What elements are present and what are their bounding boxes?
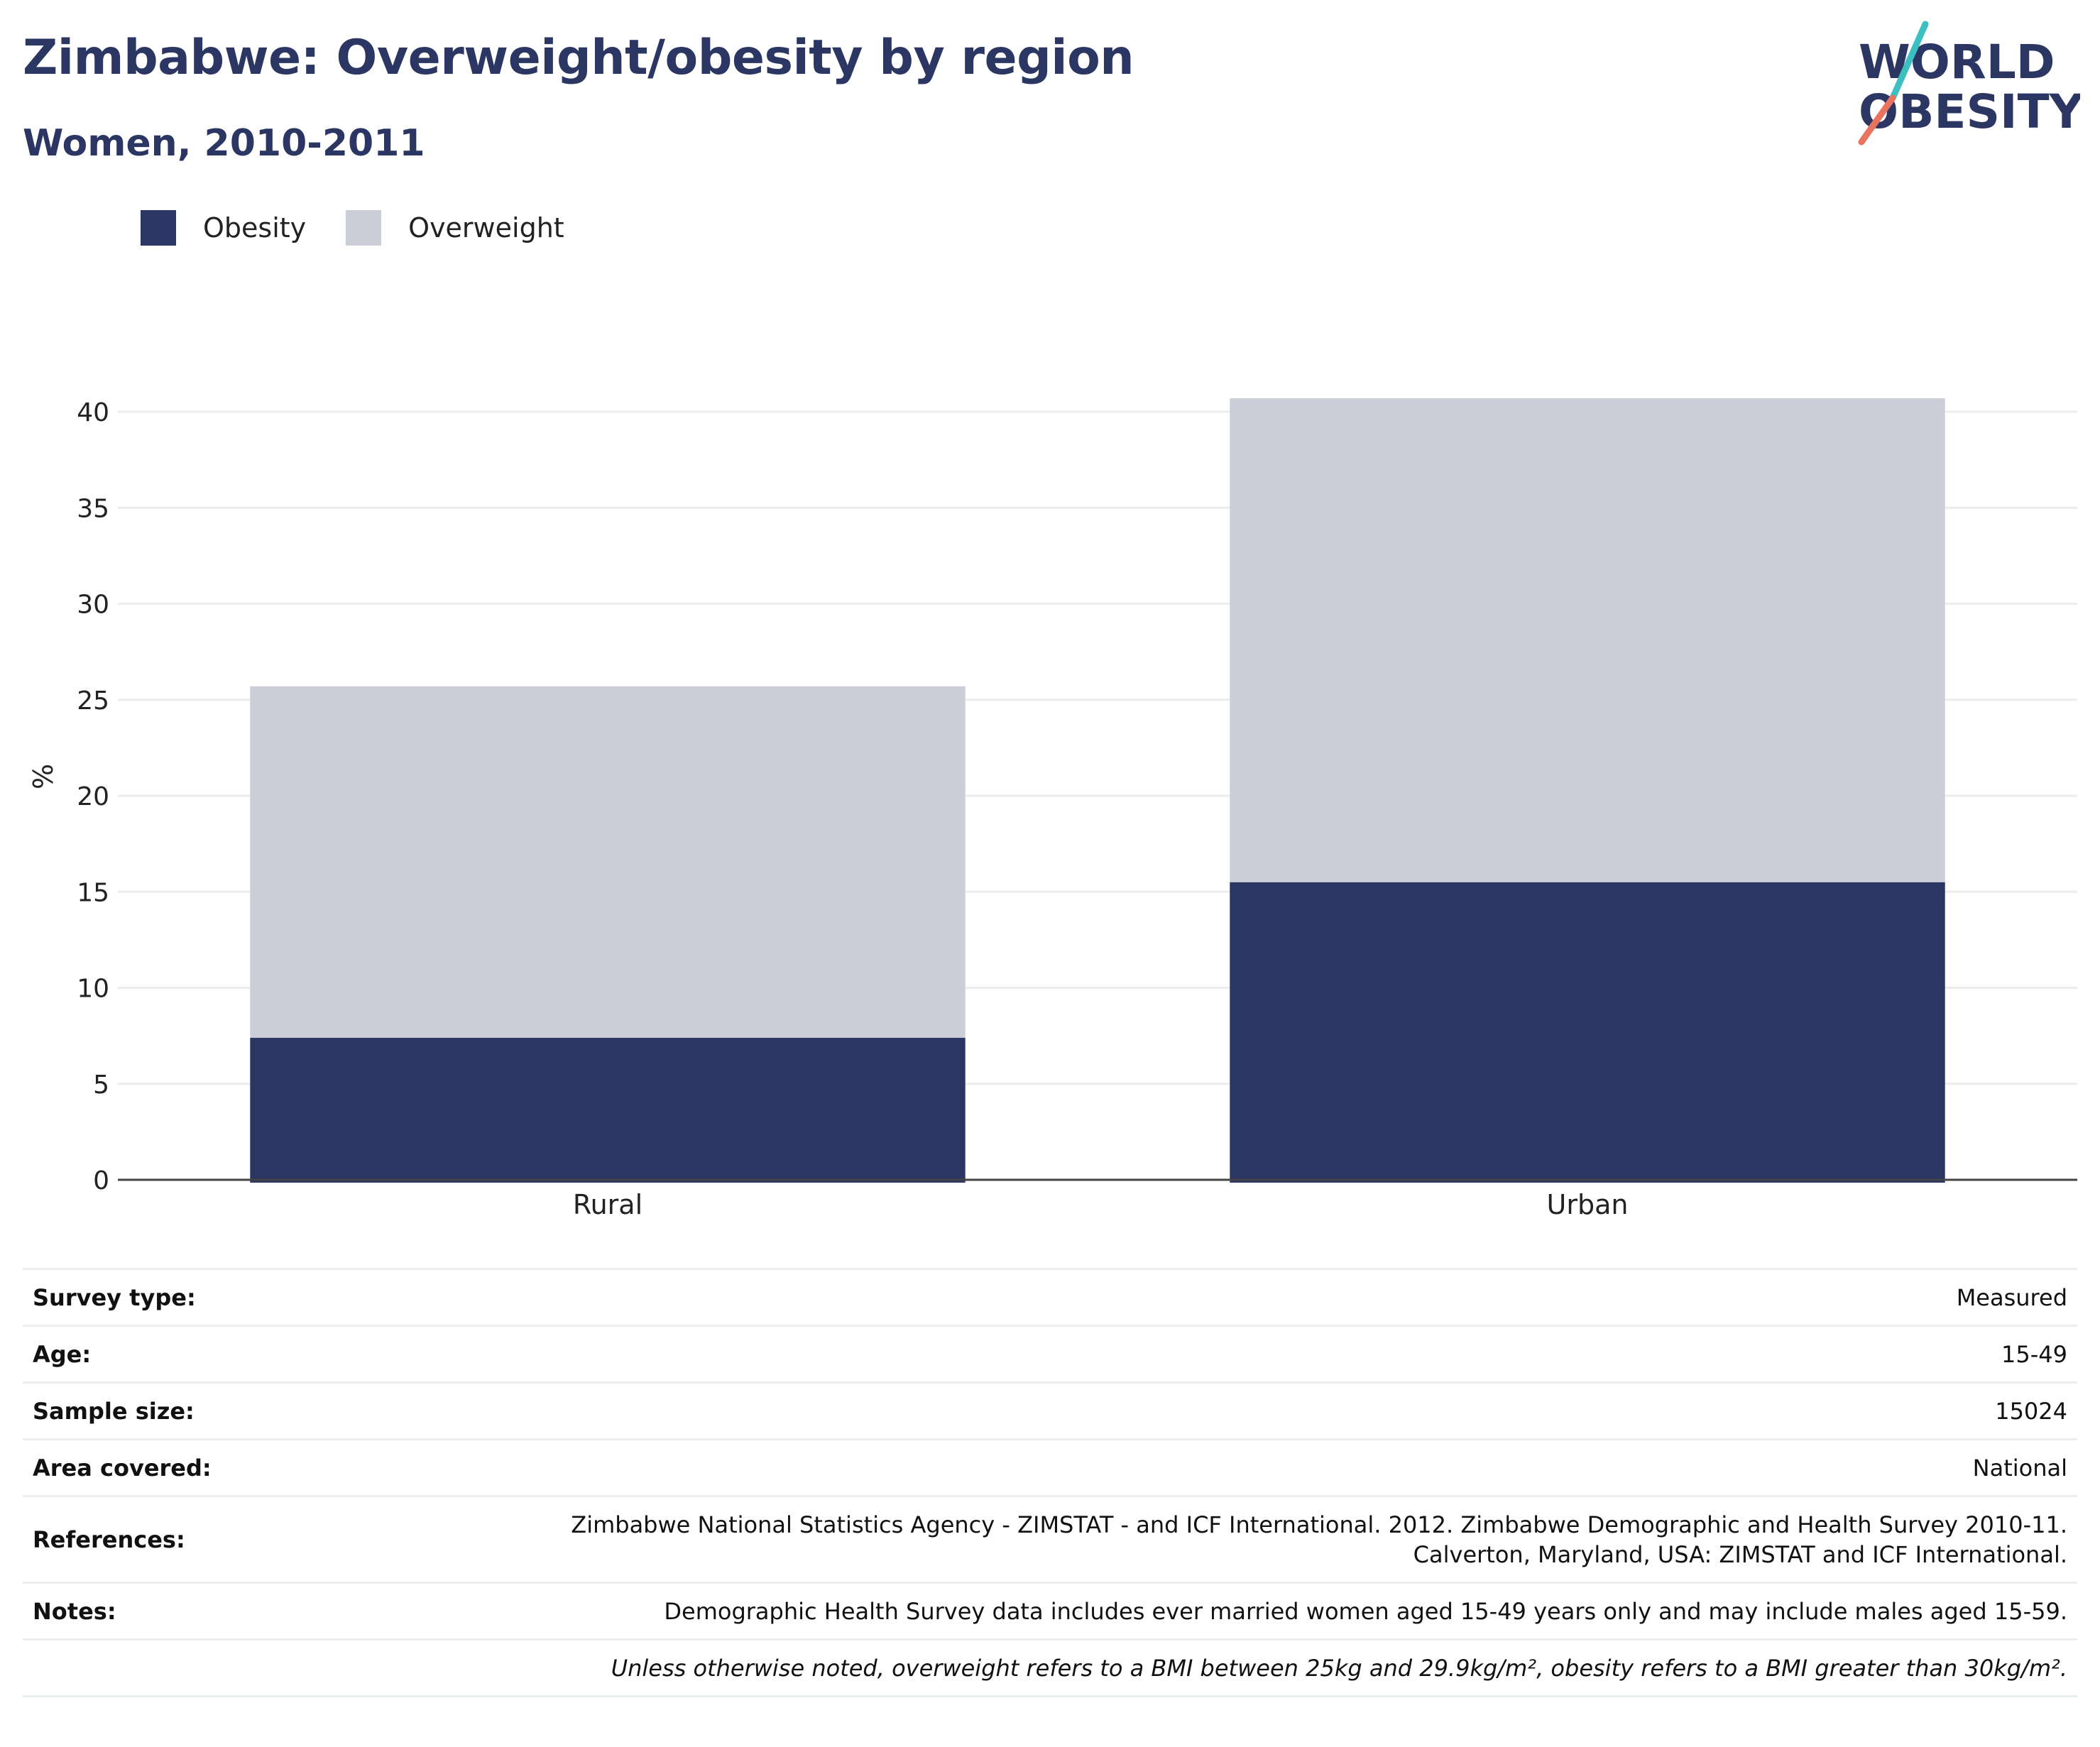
legend-item-overweight[interactable]: Overweight: [346, 210, 564, 246]
info-row-references: References: Zimbabwe National Statistics…: [23, 1496, 2077, 1583]
y-axis-label: %: [28, 764, 59, 789]
chart-title: Zimbabwe: Overweight/obesity by region: [23, 30, 1134, 86]
legend-swatch-obesity: [141, 210, 176, 246]
logo-line1: WORLD: [1859, 35, 2055, 89]
y-tick-label-25: 25: [77, 686, 109, 716]
logo-slash-bottom: [1858, 94, 1896, 146]
bar-urban-overweight: [1230, 398, 1945, 882]
chart-subtitle: Women, 2010-2011: [23, 122, 425, 165]
bar-urban-obesity: [1230, 882, 1945, 1183]
x-tick-label-rural: Rural: [573, 1189, 642, 1220]
info-row-age: Age: 15-49: [23, 1325, 2077, 1383]
logo-slash-top: [1889, 21, 1929, 102]
legend-swatch-overweight: [346, 210, 382, 246]
notes-value: Demographic Health Survey data includes …: [664, 1597, 2067, 1625]
legend-label-overweight: Overweight: [408, 212, 564, 243]
stacked-bar-chart: 0 5 10 15 20 25 30 35 40% Rural Urban: [28, 398, 2077, 1220]
y-tick-label-10: 10: [77, 975, 109, 1004]
disclaimer-spacer: [23, 1640, 341, 1697]
area-covered-value: National: [1972, 1454, 2067, 1482]
area-covered-label: Area covered:: [33, 1454, 212, 1482]
legend-label-obesity: Obesity: [203, 212, 307, 243]
world-obesity-logo: WORLD OBESITY: [1858, 21, 2080, 146]
bmi-disclaimer: Unless otherwise noted, overweight refer…: [611, 1654, 2067, 1682]
info-row-notes: Notes: Demographic Health Survey data in…: [23, 1582, 2077, 1640]
y-tick-label-15: 15: [77, 878, 109, 907]
bar-rural-obesity: [250, 1037, 966, 1183]
references-label: References:: [33, 1526, 185, 1553]
y-tick-label-0: 0: [93, 1166, 109, 1195]
chart-legend: Obesity Overweight: [141, 210, 604, 246]
sample-size-value: 15024: [1995, 1397, 2067, 1425]
references-value: Zimbabwe National Statistics Agency - ZI…: [341, 1496, 2077, 1583]
bar-rural-overweight: [250, 686, 966, 1038]
age-value: 15-49: [2001, 1340, 2067, 1368]
info-row-area-covered: Area covered: National: [23, 1439, 2077, 1496]
survey-info-table: Survey type: Measured Age: 15-49 Sample …: [23, 1268, 2077, 1697]
notes-label: Notes:: [33, 1597, 116, 1625]
x-tick-label-urban: Urban: [1547, 1189, 1629, 1220]
info-row-disclaimer: Unless otherwise noted, overweight refer…: [23, 1639, 2077, 1697]
legend-item-obesity[interactable]: Obesity: [141, 210, 306, 246]
survey-type-value: Measured: [1956, 1283, 2067, 1311]
y-tick-label-30: 30: [77, 591, 109, 620]
y-tick-label-20: 20: [77, 782, 109, 811]
references-line2: Calverton, Maryland, USA: ZIMSTAT and IC…: [1413, 1540, 2067, 1568]
y-tick-label-5: 5: [93, 1070, 109, 1100]
sample-size-label: Sample size:: [33, 1397, 195, 1425]
y-tick-label-35: 35: [77, 494, 109, 523]
info-row-sample-size: Sample size: 15024: [23, 1382, 2077, 1440]
info-row-survey-type: Survey type: Measured: [23, 1269, 2077, 1326]
survey-type-label: Survey type:: [33, 1283, 196, 1311]
age-label: Age:: [33, 1340, 92, 1368]
references-line1: Zimbabwe National Statistics Agency - ZI…: [571, 1511, 2067, 1538]
y-tick-label-40: 40: [77, 398, 109, 427]
